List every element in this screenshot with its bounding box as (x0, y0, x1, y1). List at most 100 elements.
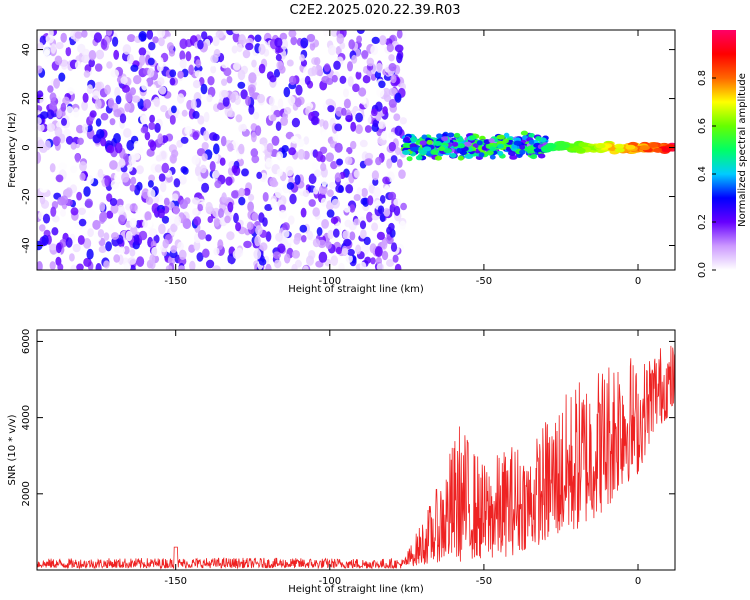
spectrogram-cell (355, 71, 362, 80)
spectrogram-cell (342, 230, 351, 240)
spectrogram-cell (488, 138, 495, 144)
spectrogram-cell (349, 231, 356, 241)
spectrogram-cell (56, 109, 62, 119)
spectrogram-cell (50, 43, 57, 54)
spectrogram-cell (136, 249, 144, 258)
spectrogram-cell (361, 187, 368, 198)
spectrogram-cell (338, 185, 344, 194)
spectrogram-cell (111, 232, 119, 240)
spectrogram-cell (360, 96, 367, 105)
spectrogram-cell (86, 175, 94, 185)
spectrogram-cell (157, 77, 165, 86)
spectrogram-cell (268, 96, 275, 107)
spectrogram-cell (251, 131, 257, 143)
spectrogram-cell (129, 249, 136, 257)
spectrogram-cell (177, 70, 184, 79)
spectrogram-cell (253, 249, 262, 260)
spectrogram-cell (193, 216, 202, 226)
spectrogram-cell (112, 36, 119, 47)
spectrogram-cell (366, 57, 374, 67)
spectrogram-cell (212, 170, 220, 179)
spectrogram-cell (513, 140, 522, 146)
spectrogram-cell (37, 117, 42, 125)
spectrogram-cell (639, 145, 650, 151)
spectrogram-cell (82, 123, 88, 134)
spectrogram-cell (402, 142, 411, 148)
spectrogram-cell (46, 109, 55, 120)
x-tick-label: 0 (635, 276, 641, 287)
spectrogram-cell (489, 154, 496, 160)
spectrogram-cell (350, 140, 357, 150)
spectrogram-cell (133, 75, 142, 85)
spectrogram-cell (39, 185, 48, 193)
spectrogram-cell (106, 61, 113, 69)
spectrogram-cell (130, 176, 137, 185)
spectrogram-cell (171, 149, 179, 158)
y-tick-label: 40 (21, 43, 32, 56)
spectrogram-cell (60, 195, 69, 205)
spectrogram-cell (219, 157, 226, 166)
spectrogram-cell (277, 243, 286, 254)
spectrogram-cell (291, 117, 300, 128)
spectrogram-cell (70, 142, 77, 150)
spectrogram-cell (140, 115, 148, 125)
spectrogram-cell (127, 154, 137, 165)
spectrogram-cell (127, 257, 137, 265)
spectrogram-cell (361, 49, 369, 60)
spectrogram-cell (426, 139, 433, 145)
spectrogram-cell (303, 136, 310, 145)
spectrogram-cell (88, 50, 97, 61)
spectrogram-cell (37, 65, 43, 74)
spectrogram-cell (188, 64, 194, 76)
spectrogram-cell (161, 215, 170, 224)
spectrogram-cell (77, 137, 84, 145)
spectrogram-cell (238, 196, 246, 206)
spectrogram-cell (325, 98, 334, 107)
spectrogram-cell (457, 137, 464, 143)
spectrogram-cell (274, 259, 282, 269)
spectrogram-cell (54, 126, 63, 138)
spectrogram-cell (213, 217, 220, 227)
spectrogram-cell (232, 32, 240, 43)
spectrogram-cell (275, 121, 282, 131)
spectrogram-cell (334, 123, 343, 132)
spectrogram-cell (248, 104, 255, 115)
spectrogram-cell (489, 146, 497, 152)
spectrogram-cell (197, 203, 203, 212)
spectrogram-cell (353, 218, 361, 226)
spectrogram-cell (107, 224, 115, 233)
spectrogram-cell (194, 65, 203, 73)
spectrogram-cell (270, 114, 277, 122)
spectrogram-cell (179, 38, 188, 50)
spectrogram-cell (249, 165, 256, 175)
spectrogram-cell (99, 201, 106, 212)
spectrogram-cell (177, 241, 184, 251)
spectrogram-cell (441, 136, 449, 142)
spectrogram-cell (335, 106, 344, 117)
spectrogram-cell (375, 101, 383, 112)
spectrogram-cell (449, 153, 457, 158)
spectrogram-cell (281, 145, 289, 153)
spectrogram-cell (341, 107, 347, 116)
spectrogram-cell (94, 81, 102, 91)
spectrogram-cell (332, 132, 339, 142)
spectrogram-cell (421, 134, 428, 140)
spectrogram-cell (209, 161, 216, 172)
spectrogram-cell (66, 87, 75, 96)
spectrogram-cell (294, 174, 301, 185)
spectrogram-cell (529, 154, 538, 160)
spectrogram-cell (327, 105, 335, 113)
spectrogram-cell (363, 114, 372, 125)
colorbar-tick-label: 0.6 (697, 118, 708, 134)
spectrogram-cell (535, 136, 542, 142)
spectrogram-cell (338, 262, 345, 270)
spectrogram-cell (297, 149, 306, 160)
spectrogram-cell (174, 215, 182, 226)
spectrogram-cell (396, 53, 403, 64)
snr-panel: -150 -100 -50 0 2000 4000 6000 Height of stra… (7, 329, 676, 595)
spectrogram-cell (141, 188, 150, 199)
spectrogram-cell (140, 126, 149, 134)
spectrogram-cell (208, 190, 216, 202)
spectrogram-cell (122, 44, 132, 55)
spectrogram-cell (229, 93, 236, 103)
